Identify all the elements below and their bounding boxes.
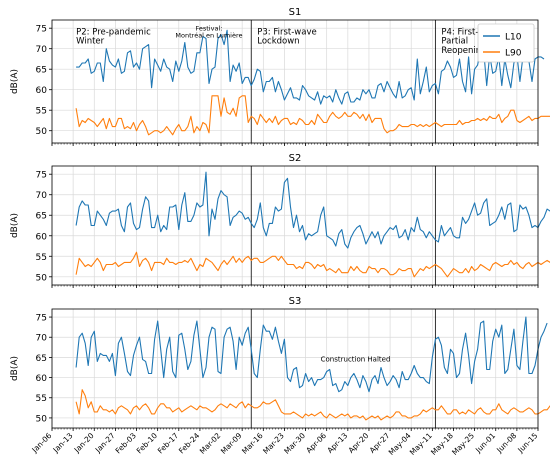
y-tick-label: 60	[36, 374, 48, 384]
x-tick-label: May-04	[387, 431, 413, 457]
x-tick-label: May-18	[429, 431, 455, 457]
legend: L10 L90	[477, 23, 535, 63]
y-axis-label: dB(A)	[10, 356, 20, 381]
series-line-l10	[76, 29, 545, 105]
chart-panel-s3: 505560657075Jan-06Jan-13Jan-20Jan-27Feb-…	[10, 296, 550, 457]
annotation-text: Construction Halted	[321, 355, 391, 363]
x-tick-label: Mar-16	[240, 431, 265, 456]
chart-panel-s1: 50 55 60 65 70 75 S1 dB(A) P2: Pre-pandemic Winte…	[10, 7, 550, 146]
x-tick-label: Feb-17	[156, 431, 181, 456]
x-tick-label: Feb-24	[177, 431, 202, 456]
chart-title: S2	[289, 153, 302, 164]
x-tick-label: Jan-06	[30, 431, 54, 455]
y-tick-label: 75	[36, 171, 47, 181]
x-tick-label: May-25	[450, 431, 476, 457]
annotation-text: P2: Pre-pandemic Winter	[76, 27, 151, 46]
series-line-l90	[75, 95, 550, 136]
plot-frame	[51, 19, 539, 144]
y-axis-label: dB(A)	[10, 69, 20, 94]
x-tick-label: Jun-01	[473, 431, 497, 455]
y-tick-label: 70	[36, 191, 48, 201]
plot-frame	[51, 308, 539, 429]
chart-title: S3	[289, 296, 302, 307]
y-tick-label: 50	[36, 273, 48, 283]
series-line-l90	[75, 389, 550, 421]
y-tick-label: 60	[36, 86, 48, 96]
chart-title: S1	[289, 7, 302, 18]
y-tick-label: 60	[36, 232, 48, 242]
x-tick-label: Mar-02	[198, 431, 223, 456]
annotation-text: P4: First-wave Partial Reopening	[441, 27, 500, 56]
y-tick-label: 75	[36, 25, 47, 35]
x-tick-label: May-11	[408, 431, 434, 457]
x-tick-label: Apr-06	[304, 431, 328, 455]
y-tick-label: 50	[36, 414, 48, 424]
legend-label: L10	[505, 33, 522, 43]
x-tick-label: Apr-13	[325, 431, 349, 455]
annotation-text: P3: First-wave Lockdown	[257, 27, 316, 46]
series-line-l10	[75, 316, 548, 393]
plot-frame	[51, 165, 539, 286]
y-tick-label: 50	[36, 127, 48, 137]
chart-panel-s2: 50 55 60 65 70 75 S2 dB(A)	[10, 153, 550, 288]
y-tick-label: 65	[36, 212, 47, 222]
annotation-text: Festival: Montréal en Lumière	[175, 24, 242, 39]
y-tick-label: 55	[36, 394, 47, 404]
x-tick-label: Jun-15	[515, 431, 539, 455]
legend-label: L90	[505, 49, 522, 59]
x-tick-label: Jan-13	[51, 431, 75, 455]
x-tick-label: Jun-08	[494, 431, 518, 455]
y-tick-label: 75	[36, 314, 47, 324]
x-tick-label: Mar-09	[219, 431, 244, 456]
x-tick-label: Mar-30	[282, 431, 307, 456]
x-tick-label: Jan-20	[72, 431, 96, 455]
y-tick-label: 65	[36, 66, 47, 76]
x-tick-label: Apr-20	[347, 431, 371, 455]
y-tick-label: 55	[36, 107, 47, 117]
series-line-l10	[75, 171, 550, 249]
series-line-l90	[75, 251, 550, 278]
x-tick-label: Jan-27	[93, 431, 117, 455]
y-tick-label: 70	[36, 334, 48, 344]
y-tick-label: 70	[36, 45, 48, 55]
x-tick-label: Feb-10	[135, 431, 160, 456]
y-tick-label: 55	[36, 253, 47, 263]
x-tick-label: Mar-23	[261, 431, 286, 456]
y-tick-label: 65	[36, 354, 47, 364]
x-tick-label: Feb-03	[114, 431, 139, 456]
y-axis-label: dB(A)	[10, 213, 20, 238]
